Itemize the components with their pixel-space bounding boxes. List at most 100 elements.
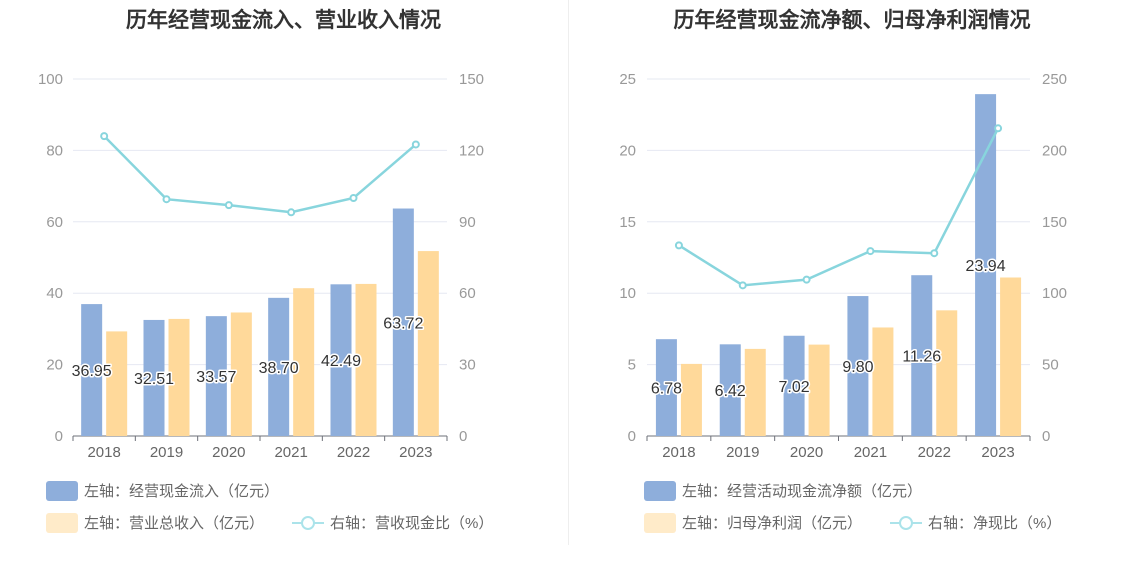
chart-plot-area: 0 0 20 30 40 60 60 90 80 120 100 150 2018 2019 2020 202… — [38, 71, 484, 461]
legend-swatch-orange — [46, 512, 78, 533]
bar-2019-left-series — [143, 319, 165, 436]
bar-2023-second-series — [417, 251, 439, 436]
legend-item-ratio[interactable]: 右轴：营收现金比（%） — [292, 512, 493, 533]
x-axis-tick-label: 2020 — [790, 444, 823, 461]
legend-item-cash-ratio[interactable]: 右轴：净现比（%） — [890, 512, 1061, 533]
left-axis-tick-label: 5 — [628, 357, 636, 374]
x-axis-tick-label: 2018 — [662, 444, 695, 461]
right-axis-tick-label: 150 — [459, 71, 484, 88]
data-label-2021: 9.80 — [842, 359, 873, 376]
bar-2022-second-series — [936, 310, 958, 436]
bar-2018-left-series — [655, 339, 677, 436]
line-point-2019 — [738, 281, 747, 290]
bar-2018-left-series — [81, 304, 103, 436]
right-axis-tick-label: 30 — [459, 357, 476, 374]
data-label-2019: 6.42 — [715, 383, 746, 400]
data-label-2022: 42.49 — [321, 353, 361, 370]
right-axis-tick-label: 150 — [1042, 214, 1067, 231]
data-label-2021: 38.70 — [259, 360, 299, 377]
line-point-2020 — [802, 275, 811, 284]
legend-swatch-blue — [46, 480, 78, 501]
x-axis-tick-label: 2023 — [399, 444, 432, 461]
bar-2021-second-series — [872, 327, 894, 436]
bar-2023-left-series — [392, 208, 414, 436]
legend-swatch-blue — [644, 480, 676, 501]
legend-label: 右轴：营收现金比（%） — [330, 515, 494, 532]
legend-item-net-profit[interactable]: 左轴：归母净利润（亿元） — [644, 512, 862, 533]
line-point-2021 — [866, 247, 875, 256]
right-axis-tick-label: 50 — [1042, 357, 1059, 374]
bar-2020-left-series — [205, 316, 227, 436]
legend-label: 右轴：净现比（%） — [928, 515, 1062, 532]
bar-2023-left-series — [975, 94, 997, 436]
bar-2023-second-series — [1000, 277, 1022, 436]
line-point-2022 — [349, 194, 358, 202]
right-axis-tick-label: 90 — [459, 214, 476, 231]
line-point-2023 — [994, 124, 1003, 133]
left-axis-tick-label: 0 — [55, 428, 63, 445]
right-axis-tick-label: 250 — [1042, 71, 1067, 88]
bar-2021-left-series — [268, 297, 290, 436]
left-axis-tick-label: 20 — [619, 142, 636, 159]
left-axis-tick-label: 0 — [628, 428, 636, 445]
data-label-2018: 36.95 — [72, 363, 112, 380]
bar-2022-left-series — [911, 275, 933, 436]
left-axis-tick-label: 60 — [46, 214, 63, 231]
line-series-ratio — [678, 127, 1000, 287]
x-axis-tick-label: 2018 — [87, 444, 120, 461]
bar-2019-second-series — [168, 318, 190, 436]
right-axis-tick-label: 0 — [1042, 428, 1050, 445]
x-axis-tick-label: 2022 — [918, 444, 951, 461]
chart-panel-netflow-profit: 历年经营现金流净额、归母净利润情况 0 0 5 50 10 100 15 150 20 200 25… — [570, 0, 1134, 582]
line-point-2019 — [162, 195, 171, 204]
bar-2021-left-series — [847, 296, 869, 436]
line-series-ratio — [103, 135, 417, 214]
bar-2019-left-series — [719, 344, 741, 436]
legend-swatch-orange — [644, 512, 676, 533]
x-axis-tick-label: 2020 — [212, 444, 245, 461]
right-axis-tick-label: 60 — [459, 285, 476, 302]
chart-title: 历年经营现金流净额、归母净利润情况 — [673, 9, 1031, 32]
line-point-2022 — [930, 249, 939, 258]
panel-divider — [568, 0, 569, 545]
data-label-2022: 11.26 — [902, 349, 941, 366]
data-label-2023: 63.72 — [383, 315, 423, 332]
bar-2022-left-series — [330, 284, 352, 436]
line-point-2018 — [674, 241, 683, 250]
x-axis-tick-label: 2019 — [150, 444, 183, 461]
data-label-2020: 7.02 — [779, 379, 810, 396]
line-point-2023 — [411, 140, 420, 149]
legend-item-cash-inflow[interactable]: 左轴：经营现金流入（亿元） — [46, 480, 279, 501]
left-axis-tick-label: 15 — [619, 214, 636, 231]
left-axis-tick-label: 25 — [619, 71, 636, 88]
x-axis-tick-label: 2023 — [981, 444, 1014, 461]
legend-item-revenue[interactable]: 左轴：营业总收入（亿元） — [46, 512, 264, 533]
right-axis-tick-label: 0 — [459, 428, 467, 445]
chart-panel-cashflow-revenue: 历年经营现金流入、营业收入情况 0 0 20 30 40 60 60 90 80 120 100 15… — [38, 9, 493, 533]
right-axis-tick-label: 100 — [1042, 285, 1067, 302]
legend-label: 左轴：归母净利润（亿元） — [682, 515, 863, 532]
data-label-2020: 33.57 — [196, 369, 236, 386]
bar-2021-second-series — [293, 288, 315, 436]
line-point-2020 — [224, 201, 233, 210]
left-axis-tick-label: 20 — [46, 357, 63, 374]
legend-label: 左轴：经营活动现金流净额（亿元） — [682, 483, 923, 500]
data-label-2018: 6.78 — [651, 381, 682, 398]
bar-2020-second-series — [230, 312, 252, 436]
line-point-2018 — [100, 132, 109, 141]
bar-2018-second-series — [680, 363, 702, 436]
chart-title: 历年经营现金流入、营业收入情况 — [126, 9, 441, 32]
left-axis-tick-label: 100 — [38, 71, 63, 88]
x-axis-tick-label: 2021 — [274, 444, 307, 461]
right-axis-tick-label: 120 — [459, 142, 484, 159]
legend-line-marker-icon — [890, 513, 922, 533]
legend-item-net-cash-flow[interactable]: 左轴：经营活动现金流净额（亿元） — [644, 480, 922, 501]
data-label-2019: 32.51 — [134, 371, 174, 388]
bar-2020-second-series — [808, 344, 830, 436]
right-axis-tick-label: 200 — [1042, 142, 1067, 159]
x-axis-tick-label: 2019 — [726, 444, 759, 461]
left-axis-tick-label: 40 — [46, 285, 63, 302]
left-axis-tick-label: 80 — [46, 142, 63, 159]
chart-plot-area: 0 0 5 50 10 100 15 150 20 200 25 250 2018 2019 2020 202… — [619, 71, 1067, 461]
data-label-2023: 23.94 — [966, 258, 1006, 275]
